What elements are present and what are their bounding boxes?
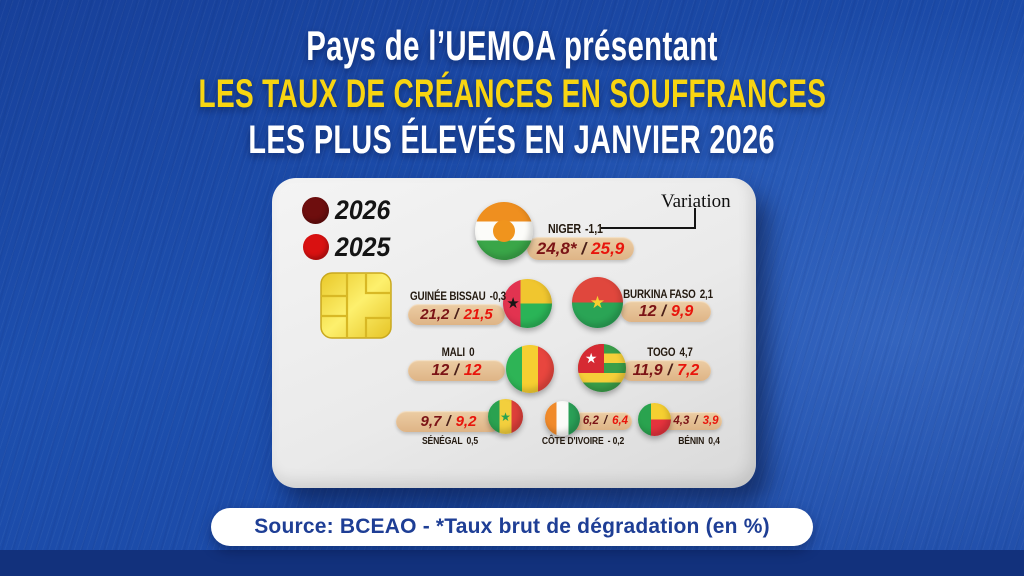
value-2026: 21,2 bbox=[420, 306, 450, 323]
value-pill: 12/12 bbox=[408, 360, 505, 381]
variation-annotation: Variation bbox=[661, 191, 731, 212]
country-label: MALI 0 bbox=[441, 345, 475, 359]
benin-flag-icon bbox=[638, 403, 671, 436]
value-2026: 11,9 bbox=[632, 361, 663, 379]
variation-connector-horizontal bbox=[601, 227, 696, 229]
country-label: TOGO 4,7 bbox=[647, 345, 693, 359]
source-text: Source: BCEAO - *Taux brut de dégradatio… bbox=[254, 515, 770, 538]
title-line-2: LES TAUX DE CRÉANCES EN SOUFFRANCES bbox=[198, 72, 826, 116]
value-2026: 12 bbox=[431, 361, 450, 379]
value-pill: 24,8*/25,9 bbox=[527, 237, 634, 260]
card-chip-icon bbox=[320, 272, 392, 339]
value-2025: 3,9 bbox=[702, 415, 719, 427]
value-2026: 4,3 bbox=[673, 415, 690, 427]
value-2025: 9,2 bbox=[455, 413, 477, 430]
guinea-bissau-flag-icon: ★ bbox=[503, 279, 552, 328]
legend-label-2026: 2026 bbox=[335, 195, 391, 225]
legend-dot-2026 bbox=[302, 197, 329, 224]
value-2026: 12 bbox=[638, 302, 657, 320]
bottom-band bbox=[0, 550, 1024, 576]
country-label: SÉNÉGAL 0,5 bbox=[421, 435, 479, 447]
value-2026: 24,8* bbox=[536, 238, 577, 258]
value-2025: 7,2 bbox=[677, 361, 700, 379]
source-note: Source: BCEAO - *Taux brut de dégradatio… bbox=[211, 508, 813, 546]
mali-flag-icon bbox=[506, 345, 554, 393]
burkina-faso-flag-icon: ★ bbox=[572, 277, 623, 328]
value-pill: 9,7/9,2 bbox=[396, 411, 501, 432]
togo-flag-icon: ★ bbox=[578, 344, 626, 392]
value-pill: 21,2/21,5 bbox=[408, 304, 505, 325]
value-pill: 12/9,9 bbox=[621, 301, 711, 322]
cote-divoire-flag-icon bbox=[545, 401, 580, 436]
legend-label-2025: 2025 bbox=[335, 232, 391, 262]
value-2026: 6,2 bbox=[582, 415, 599, 427]
value-2025: 21,5 bbox=[463, 306, 493, 323]
country-label: NIGER -1,1 bbox=[548, 221, 603, 236]
title-line-3: LES PLUS ÉLEVÉS EN JANVIER 2026 bbox=[248, 118, 776, 162]
niger-flag-icon bbox=[475, 202, 533, 260]
value-2025: 6,4 bbox=[612, 415, 629, 427]
country-label: CÔTE D'IVOIRE - 0,2 bbox=[541, 435, 625, 447]
country-label: BURKINA FASO 2,1 bbox=[623, 287, 713, 301]
variation-connector-vertical bbox=[694, 208, 696, 229]
country-label: BÉNIN 0,4 bbox=[678, 435, 720, 447]
legend-dot-2025 bbox=[303, 234, 329, 260]
country-label: GUINÉE BISSAU -0,3 bbox=[410, 289, 506, 303]
title-block: Pays de l’UEMOA présentant LES TAUX DE C… bbox=[0, 22, 1024, 163]
value-2025: 12 bbox=[463, 361, 482, 379]
value-pill: 11,9/7,2 bbox=[621, 360, 711, 381]
title-line-1: Pays de l’UEMOA présentant bbox=[306, 22, 718, 69]
value-2026: 9,7 bbox=[420, 413, 442, 430]
value-2025: 9,9 bbox=[671, 302, 694, 320]
value-2025: 25,9 bbox=[591, 238, 625, 258]
senegal-flag-icon: ★ bbox=[488, 399, 523, 434]
credit-card-panel: 2026 2025 Variation bbox=[272, 178, 756, 488]
